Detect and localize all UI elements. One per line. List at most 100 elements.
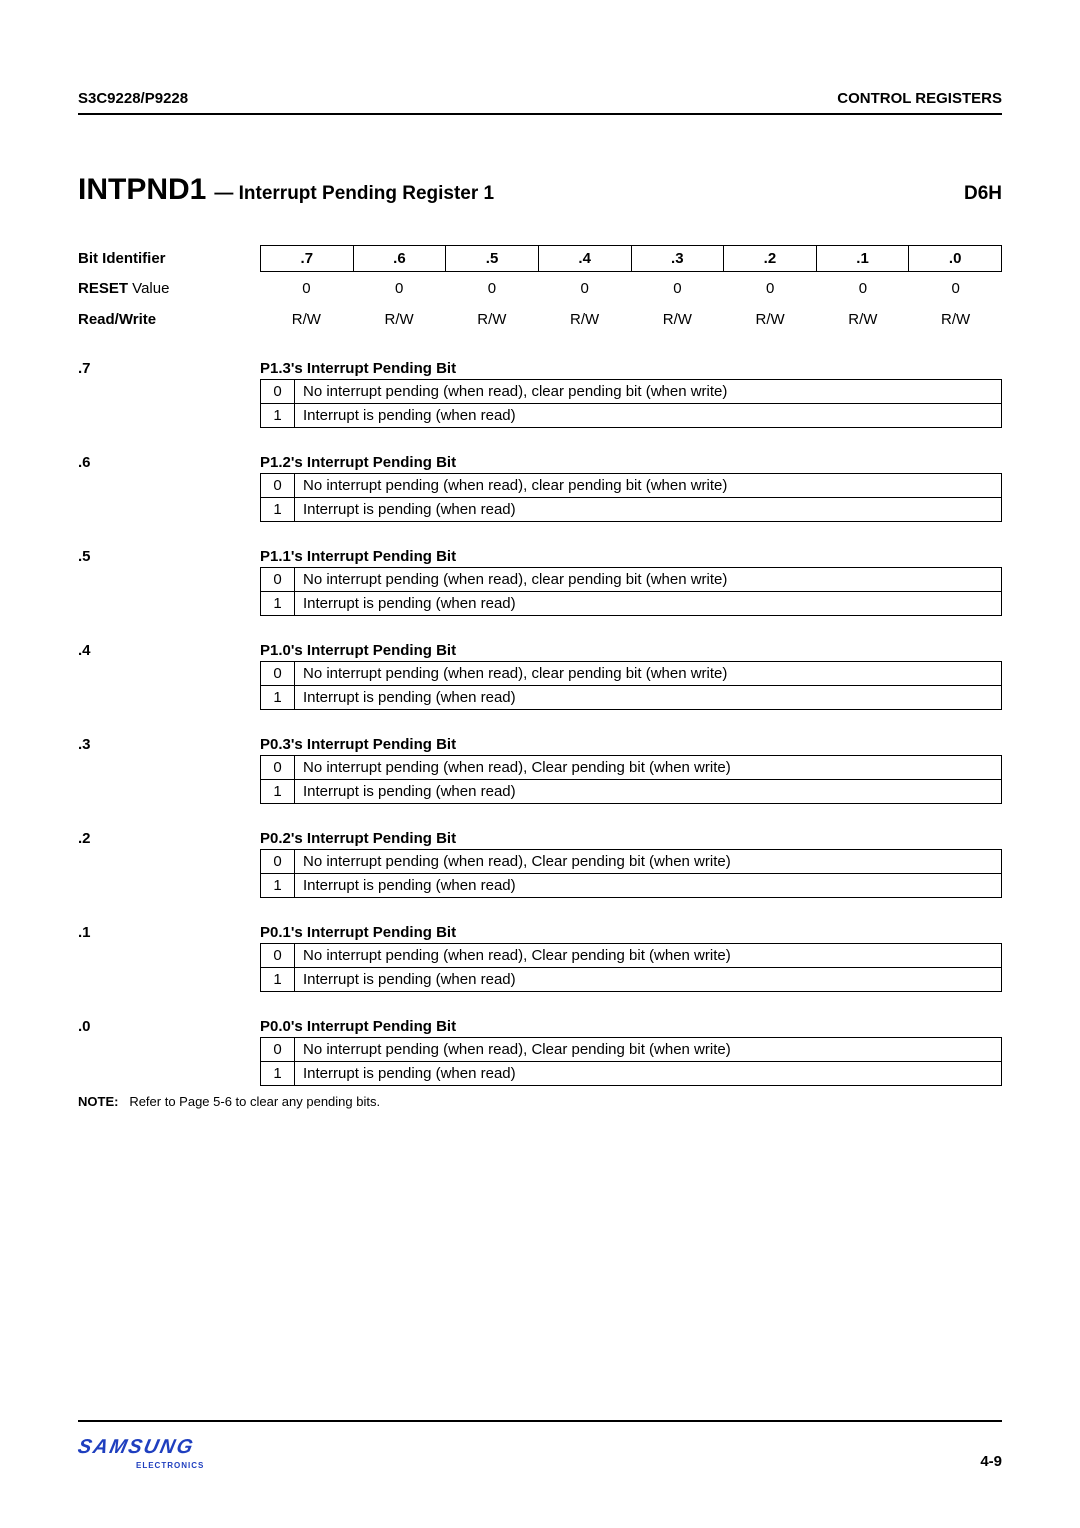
bit-description: No interrupt pending (when read), clear … bbox=[295, 662, 1001, 685]
bit-cell: .4 bbox=[538, 245, 631, 272]
bit-cell: R/W bbox=[724, 305, 817, 334]
table-row: 1Interrupt is pending (when read) bbox=[261, 592, 1001, 615]
register-title-row: INTPND1 — Interrupt Pending Register 1 D… bbox=[78, 173, 1002, 207]
bit-cell: R/W bbox=[353, 305, 446, 334]
bit-section: .1P0.1's Interrupt Pending Bit 0No interr… bbox=[78, 924, 1002, 992]
bit-value: 0 bbox=[261, 756, 295, 779]
section-title: P1.2's Interrupt Pending Bit bbox=[260, 454, 456, 471]
bit-value: 1 bbox=[261, 592, 295, 615]
register-address: D6H bbox=[964, 183, 1002, 205]
bit-section: .6P1.2's Interrupt Pending Bit0No interr… bbox=[78, 454, 1002, 522]
bit-value: 1 bbox=[261, 780, 295, 803]
note: NOTE: Refer to Page 5-6 to clear any pen… bbox=[78, 1094, 1002, 1109]
table-row: 1Interrupt is pending (when read) bbox=[261, 780, 1001, 803]
bit-cell: R/W bbox=[817, 305, 910, 334]
bit-section: .5P1.1's Interrupt Pending Bit0No interr… bbox=[78, 548, 1002, 616]
section-bit-number: .4 bbox=[78, 642, 260, 659]
logo-main: SAMSUNG bbox=[76, 1436, 197, 1459]
bit-identifier-row: Bit Identifier .7.6.5.4.3.2.1.0 bbox=[78, 245, 1002, 272]
bit-cell: 0 bbox=[538, 274, 631, 303]
bit-description: Interrupt is pending (when read) bbox=[295, 498, 1001, 521]
bit-cell: 0 bbox=[909, 274, 1002, 303]
bit-cell: .3 bbox=[631, 245, 724, 272]
bit-value: 0 bbox=[261, 944, 295, 967]
table-row: 0No interrupt pending (when read), clear… bbox=[261, 662, 1001, 686]
bit-cell: .7 bbox=[260, 245, 353, 272]
bit-value: 1 bbox=[261, 404, 295, 427]
note-label: NOTE: bbox=[78, 1094, 118, 1109]
page-footer: SAMSUNG ELECTRONICS 4-9 bbox=[78, 1420, 1002, 1470]
bit-value: 0 bbox=[261, 1038, 295, 1061]
bit-value: 0 bbox=[261, 568, 295, 591]
bit-value: 0 bbox=[261, 662, 295, 685]
bit-section: .4P1.0's Interrupt Pending Bit0No interr… bbox=[78, 642, 1002, 710]
bit-cell: .6 bbox=[353, 245, 446, 272]
section-title: P0.2's Interrupt Pending Bit bbox=[260, 830, 456, 847]
bit-description: Interrupt is pending (when read) bbox=[295, 592, 1001, 615]
bit-cell: .2 bbox=[723, 245, 816, 272]
bit-cell: R/W bbox=[631, 305, 724, 334]
table-row: 0No interrupt pending (when read), Clear… bbox=[261, 944, 1001, 968]
section-title: P0.0's Interrupt Pending Bit bbox=[260, 1018, 456, 1035]
bit-value: 0 bbox=[261, 474, 295, 497]
bit-description: No interrupt pending (when read), clear … bbox=[295, 474, 1001, 497]
bit-cell: R/W bbox=[260, 305, 353, 334]
page-header: S3C9228/P9228 CONTROL REGISTERS bbox=[78, 90, 1002, 115]
bit-description: Interrupt is pending (when read) bbox=[295, 968, 1001, 991]
section-bit-number: .0 bbox=[78, 1018, 260, 1035]
bit-description: No interrupt pending (when read), clear … bbox=[295, 380, 1001, 403]
bit-cell: R/W bbox=[446, 305, 539, 334]
bit-cell: 0 bbox=[446, 274, 539, 303]
bit-description: Interrupt is pending (when read) bbox=[295, 404, 1001, 427]
bit-description: Interrupt is pending (when read) bbox=[295, 686, 1001, 709]
bit-description: No interrupt pending (when read), Clear … bbox=[295, 850, 1001, 873]
header-left: S3C9228/P9228 bbox=[78, 90, 188, 107]
bit-cell: .1 bbox=[816, 245, 909, 272]
bit-value: 1 bbox=[261, 874, 295, 897]
bit-value: 1 bbox=[261, 498, 295, 521]
table-row: 0No interrupt pending (when read), Clear… bbox=[261, 1038, 1001, 1062]
section-title: P0.1's Interrupt Pending Bit bbox=[260, 924, 456, 941]
table-row: 1Interrupt is pending (when read) bbox=[261, 404, 1001, 427]
bit-description: Interrupt is pending (when read) bbox=[295, 1062, 1001, 1085]
bit-description-table: 0No interrupt pending (when read), Clear… bbox=[260, 943, 1002, 992]
bit-section: .7P1.3's Interrupt Pending Bit0No interr… bbox=[78, 360, 1002, 428]
header-right: CONTROL REGISTERS bbox=[837, 90, 1002, 107]
section-bit-number: .2 bbox=[78, 830, 260, 847]
bit-value: 1 bbox=[261, 1062, 295, 1085]
table-row: 0No interrupt pending (when read), clear… bbox=[261, 380, 1001, 404]
bit-description-table: 0No interrupt pending (when read), Clear… bbox=[260, 1037, 1002, 1086]
table-row: 0No interrupt pending (when read), clear… bbox=[261, 474, 1001, 498]
bit-description: Interrupt is pending (when read) bbox=[295, 874, 1001, 897]
reset-value-row: RESET Value 00000000 bbox=[78, 274, 1002, 303]
bit-description-table: 0No interrupt pending (when read), clear… bbox=[260, 567, 1002, 616]
read-write-row: Read/Write R/WR/WR/WR/WR/WR/WR/WR/W bbox=[78, 305, 1002, 334]
reset-value-label: RESET Value bbox=[78, 280, 260, 297]
bit-cell: 0 bbox=[631, 274, 724, 303]
bit-section: .0P0.0's Interrupt Pending Bit 0No interr… bbox=[78, 1018, 1002, 1086]
register-desc: — Interrupt Pending Register 1 bbox=[214, 183, 494, 205]
bit-cell: .5 bbox=[445, 245, 538, 272]
section-title: P1.3's Interrupt Pending Bit bbox=[260, 360, 456, 377]
bit-description: Interrupt is pending (when read) bbox=[295, 780, 1001, 803]
bit-description: No interrupt pending (when read), Clear … bbox=[295, 1038, 1001, 1061]
section-bit-number: .5 bbox=[78, 548, 260, 565]
bit-description-table: 0No interrupt pending (when read), Clear… bbox=[260, 755, 1002, 804]
table-row: 1Interrupt is pending (when read) bbox=[261, 1062, 1001, 1085]
bit-description-table: 0No interrupt pending (when read), clear… bbox=[260, 661, 1002, 710]
section-bit-number: .1 bbox=[78, 924, 260, 941]
logo-sub: ELECTRONICS bbox=[136, 1461, 204, 1470]
table-row: 1Interrupt is pending (when read) bbox=[261, 686, 1001, 709]
table-row: 0No interrupt pending (when read), Clear… bbox=[261, 756, 1001, 780]
section-bit-number: .3 bbox=[78, 736, 260, 753]
bit-cell: 0 bbox=[260, 274, 353, 303]
page-number: 4-9 bbox=[980, 1453, 1002, 1470]
bit-identifier-label: Bit Identifier bbox=[78, 250, 260, 267]
table-row: 0No interrupt pending (when read), clear… bbox=[261, 568, 1001, 592]
bit-value: 0 bbox=[261, 850, 295, 873]
bit-section: .2P0.2's Interrupt Pending Bit 0No interr… bbox=[78, 830, 1002, 898]
table-row: 1Interrupt is pending (when read) bbox=[261, 498, 1001, 521]
bit-description: No interrupt pending (when read), Clear … bbox=[295, 944, 1001, 967]
bit-value: 1 bbox=[261, 968, 295, 991]
bit-cell: .0 bbox=[908, 245, 1002, 272]
